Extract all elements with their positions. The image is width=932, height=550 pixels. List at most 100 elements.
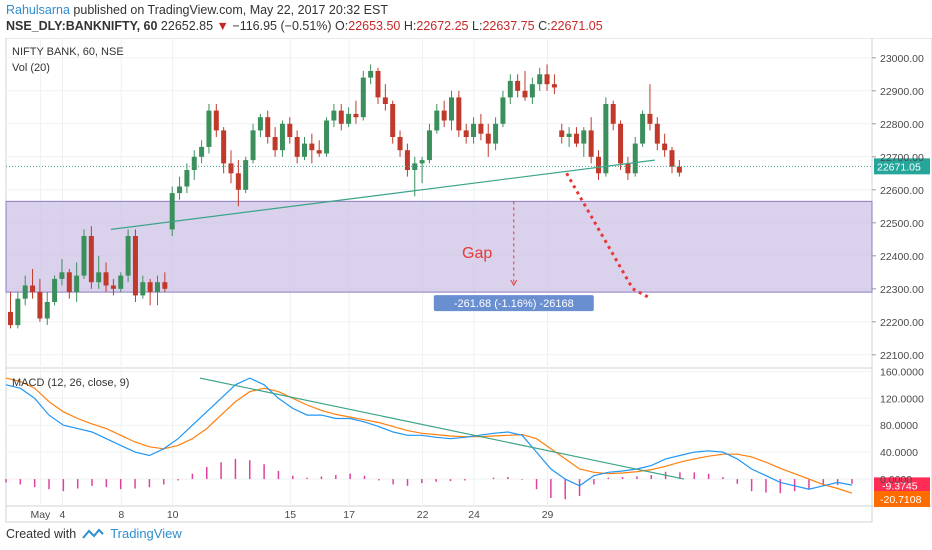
candle-body — [529, 84, 535, 98]
candle-body — [360, 77, 366, 118]
candle-body — [140, 282, 146, 296]
price-tick-label: 23000.00 — [880, 53, 924, 65]
price-tick-label: 22500.00 — [880, 218, 924, 230]
macd-trendline — [199, 377, 685, 480]
time-tick-label: 24 — [468, 509, 480, 521]
candle-body — [221, 130, 227, 164]
time-tick-label: May — [30, 509, 51, 521]
candle-body — [632, 143, 638, 174]
candle-body — [441, 110, 447, 121]
signal-line — [5, 377, 853, 494]
created-with-text: Created with — [6, 526, 77, 541]
macd-label: MACD (12, 26, close, 9) — [12, 377, 129, 389]
candle-body — [390, 104, 396, 137]
candle-body — [397, 137, 403, 151]
candle-body — [426, 130, 432, 161]
candle-body — [353, 113, 359, 118]
change-arrow-icon: ▼ — [216, 19, 229, 33]
candle-body — [265, 117, 271, 137]
macd-line — [5, 377, 853, 490]
candle-body — [463, 130, 469, 137]
price-change: −116.95 (−0.51%) — [232, 19, 332, 33]
candle-body — [15, 298, 21, 326]
last-price: 22652.85 — [160, 19, 214, 33]
candle-body — [103, 272, 109, 286]
price-tick-label: 22900.00 — [880, 86, 924, 98]
candle-body — [316, 150, 322, 154]
price-axis[interactable] — [871, 38, 932, 507]
candle-body — [640, 113, 646, 144]
gap-measure-text: -261.68 (-1.16%) -26168 — [454, 298, 574, 310]
candle-body — [302, 143, 307, 157]
tradingview-logo-icon — [82, 528, 104, 539]
trendline — [110, 159, 655, 230]
time-axis[interactable] — [5, 505, 873, 523]
candle-body — [456, 97, 462, 131]
macd-value-badge — [874, 477, 930, 494]
low-value: 22637.75 — [482, 19, 535, 33]
candle-body — [647, 113, 653, 124]
published-text: published on TradingView.com, May 22, 20… — [73, 3, 388, 17]
gap-measure-arrow — [510, 279, 518, 287]
candle-body — [206, 110, 212, 147]
signal-value-badge — [874, 491, 930, 508]
volume-label: Vol (20) — [12, 62, 50, 74]
close-label: C: — [538, 19, 551, 33]
time-tick-label: 29 — [542, 509, 554, 521]
author-link[interactable]: Rahulsarna — [6, 3, 70, 17]
macd-series: -9.3745 -20.7108 — [5, 377, 930, 508]
candle-body — [88, 236, 94, 283]
candle-body — [132, 236, 138, 296]
time-tick-label: 8 — [118, 509, 124, 521]
candle-body — [250, 130, 256, 161]
projection-arrow — [632, 287, 649, 299]
candle-body — [96, 272, 102, 283]
last-price-badge — [874, 158, 930, 175]
candle-body — [669, 150, 675, 167]
chart-title: NIFTY BANK, 60, NSE — [12, 46, 124, 58]
candle-body — [404, 150, 410, 170]
candle-body — [213, 110, 219, 131]
candle-body — [515, 80, 521, 91]
candle-body — [610, 104, 616, 124]
open-value: 22653.50 — [348, 19, 401, 33]
candle-body — [155, 282, 160, 293]
open-label: O: — [335, 19, 349, 33]
candle-body — [22, 285, 28, 299]
price-tick-label: 22800.00 — [880, 119, 924, 131]
candle-body — [419, 160, 425, 164]
time-tick-label: 17 — [343, 509, 355, 521]
symbol-name: NSE_DLY:BANKNIFTY, 60 — [6, 19, 158, 33]
candle-body — [449, 97, 454, 121]
time-tick-label: 15 — [284, 509, 296, 521]
candle-body — [118, 275, 124, 289]
gap-rectangle — [5, 200, 873, 293]
candle-body — [30, 285, 36, 293]
candle-body — [235, 173, 241, 190]
candle-body — [338, 110, 344, 124]
candle-body — [228, 163, 234, 174]
candle-body — [324, 120, 330, 154]
chart-area[interactable]: 22671.05 -261.68 (-1.16%) -26168 -9.3745-… — [0, 38, 932, 524]
candle-body — [507, 80, 513, 98]
price-tick-label: 22100.00 — [880, 350, 924, 362]
candle-body — [294, 137, 300, 157]
candle-body — [478, 123, 484, 134]
macd-tick-label: 40.0000 — [880, 447, 918, 459]
candle-body — [566, 133, 572, 137]
candle-body — [537, 74, 543, 85]
candle-body — [676, 166, 682, 173]
last-price-value: 22671.05 — [877, 161, 921, 173]
candle-body — [573, 133, 579, 144]
annotations: 22671.05 -261.68 (-1.16%) -26168 — [6, 158, 930, 312]
candle-body — [44, 302, 50, 319]
candle-body — [434, 110, 440, 131]
footer: Created with TradingView — [6, 526, 182, 541]
tradingview-brand[interactable]: TradingView — [110, 526, 182, 541]
candle-body — [184, 170, 190, 187]
candle-body — [74, 275, 80, 293]
candle-body — [346, 113, 352, 124]
candle-body — [581, 130, 587, 144]
candle-body — [272, 137, 278, 151]
candle-body — [257, 117, 263, 131]
